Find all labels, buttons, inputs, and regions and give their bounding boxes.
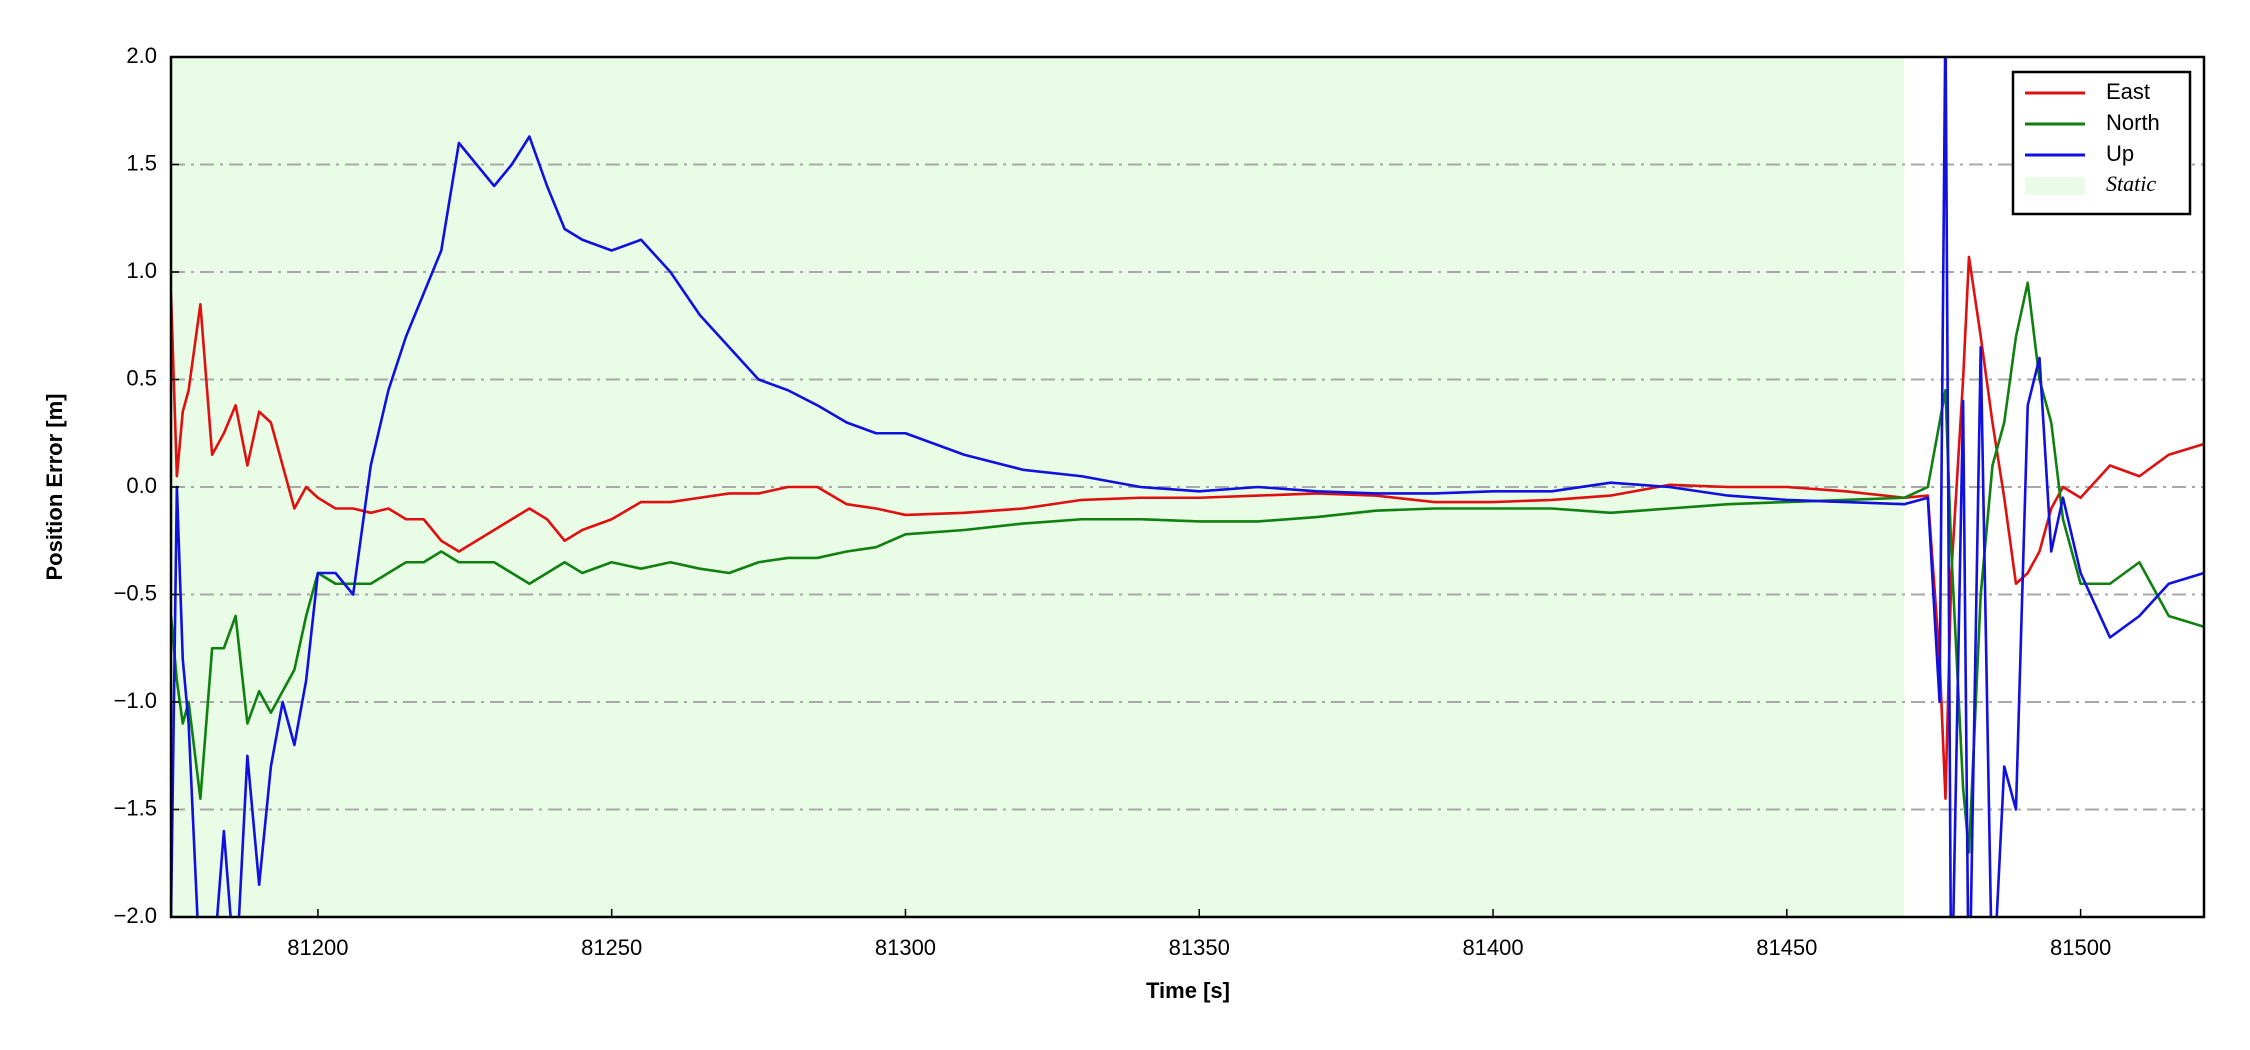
y-tick-label: 0.0 — [126, 473, 157, 498]
axes: −2.0 −1.5 −1.0 −0.5 0.0 0.5 1.0 1.5 2.0 81200 8125… — [114, 43, 2206, 960]
plot-background — [171, 57, 1905, 917]
y-tick-label: 1.5 — [126, 150, 157, 175]
grid — [171, 163, 2204, 811]
x-tick-label: 81300 — [875, 935, 936, 960]
x-axis-label: Time [s] — [1146, 978, 1230, 1003]
x-tick-label: 81200 — [287, 935, 348, 960]
series-line — [171, 255, 2204, 801]
y-tick-label: −0.5 — [114, 580, 157, 605]
legend-label: Static — [2106, 171, 2156, 196]
x-tick-label: 81500 — [2050, 935, 2111, 960]
lines — [171, 57, 2204, 917]
legend-swatch — [2025, 177, 2085, 195]
legend-label: Up — [2106, 141, 2134, 166]
x-tick-label: 81450 — [1756, 935, 1817, 960]
x-tick-label: 81400 — [1462, 935, 1523, 960]
y-tick-label: −1.5 — [114, 795, 157, 820]
static-region — [171, 57, 1905, 917]
y-tick-label: −1.0 — [114, 688, 157, 713]
y-tick-label: 0.5 — [126, 365, 157, 390]
legend-label: East — [2106, 79, 2150, 104]
legend-label: North — [2106, 110, 2160, 135]
series-line — [171, 57, 2204, 917]
y-axis-label: Position Error [m] — [42, 393, 67, 580]
x-tick-label: 81250 — [581, 935, 642, 960]
x-tick-label: 81350 — [1169, 935, 1230, 960]
y-tick-label: 2.0 — [126, 43, 157, 68]
y-tick-label: 1.0 — [126, 258, 157, 283]
y-tick-label: −2.0 — [114, 903, 157, 928]
legend: East North Up Static — [2011, 70, 2192, 216]
plot-frame — [169, 55, 2206, 919]
